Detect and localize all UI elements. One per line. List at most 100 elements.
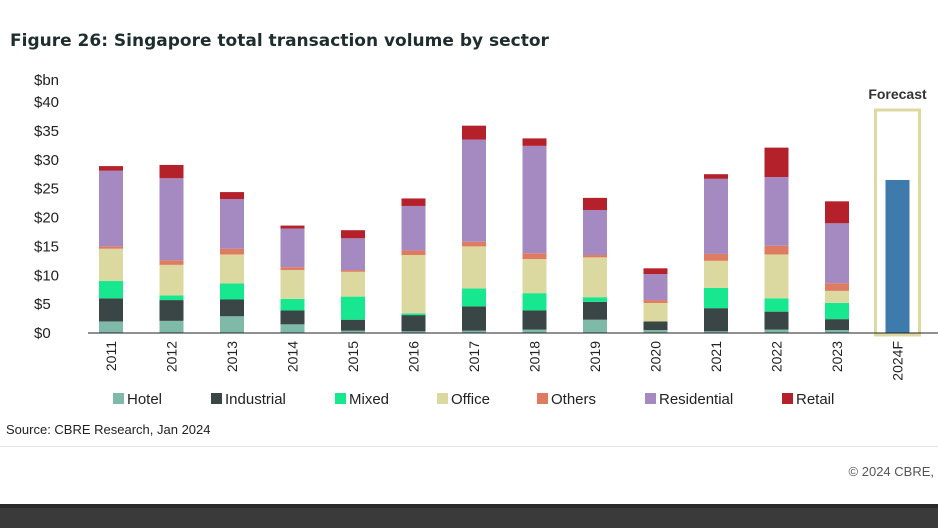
bar-retail-2023 <box>825 201 849 224</box>
y-axis: $0 $5 $10 $15 $20 $25 $30 $35 $40 <box>34 94 59 342</box>
y-tick-label: $35 <box>34 123 59 140</box>
footer-divider <box>0 446 938 447</box>
bar-industrial-2020 <box>643 321 668 331</box>
legend-label-office: Office <box>451 391 490 408</box>
y-tick-label: $30 <box>34 152 59 169</box>
y-tick-label: $40 <box>34 94 59 111</box>
bar-residential-2013 <box>220 199 244 249</box>
bar-retail-2013 <box>220 192 244 200</box>
bar-others-2013 <box>220 248 244 255</box>
legend-label-residential: Residential <box>659 391 733 408</box>
bar-office-2017 <box>462 246 486 289</box>
bar-office-2019 <box>583 257 607 298</box>
y-tick-label: $10 <box>34 267 59 284</box>
bar-hotel-2012 <box>159 320 184 333</box>
bar-mixed-2016 <box>401 313 426 316</box>
bar-mixed-2019 <box>583 297 607 302</box>
bar-industrial-2022 <box>764 311 789 330</box>
y-tick-label: $20 <box>34 210 59 227</box>
bar-hotel-2022 <box>764 329 789 333</box>
bar-retail-2012 <box>159 164 184 179</box>
bar-mixed-2013 <box>220 283 244 300</box>
bar-mixed-2014 <box>280 298 305 311</box>
x-tick-label: 2015 <box>345 341 361 372</box>
bar-others-2023 <box>825 283 849 291</box>
bar-industrial-2023 <box>825 319 849 331</box>
bar-mixed-2017 <box>462 288 486 307</box>
bar-residential-2023 <box>825 223 849 284</box>
bar-residential-2022 <box>764 177 789 246</box>
forecast-highlight-box <box>874 108 921 337</box>
y-tick-label: $15 <box>34 238 59 255</box>
legend-swatch-mixed <box>335 393 346 404</box>
bar-others-2022 <box>764 245 789 255</box>
bar-hotel-2011 <box>99 321 123 333</box>
bar-retail-2020 <box>643 268 668 275</box>
bar-retail-2022 <box>764 147 789 178</box>
bar-residential-2014 <box>280 228 305 268</box>
bar-residential-2012 <box>159 178 184 261</box>
source-note: Source: CBRE Research, Jan 2024 <box>6 422 211 437</box>
bar-hotel-2020 <box>643 330 668 333</box>
bar-industrial-2015 <box>341 319 365 331</box>
bar-industrial-2018 <box>522 310 547 330</box>
bar-retail-2018 <box>522 138 547 146</box>
x-tick-label: 2024F <box>890 341 906 381</box>
bar-hotel-2013 <box>220 316 244 333</box>
bar-industrial-2013 <box>220 299 244 317</box>
x-tick-label: 2019 <box>587 341 603 372</box>
bar-mixed-2022 <box>764 298 789 312</box>
bar-hotel-2016 <box>401 331 426 333</box>
legend-swatch-retail <box>782 393 793 404</box>
legend-label-hotel: Hotel <box>127 391 162 408</box>
bar-hotel-2021 <box>704 331 728 333</box>
bar-industrial-2014 <box>280 310 305 325</box>
copyright-text: © 2024 CBRE, <box>848 464 934 479</box>
bar-others-2014 <box>280 267 305 271</box>
bar-others-2011 <box>99 246 123 249</box>
bottom-bar <box>0 504 938 528</box>
bar-industrial-2021 <box>704 308 728 332</box>
bar-office-2016 <box>401 255 426 314</box>
x-tick-label: 2016 <box>406 341 422 372</box>
y-tick-label: $5 <box>34 296 51 313</box>
bar-mixed-2015 <box>341 296 365 320</box>
bar-retail-2017 <box>462 125 486 140</box>
x-tick-label: 2023 <box>829 341 845 372</box>
legend-label-retail: Retail <box>796 391 834 408</box>
bar-residential-2017 <box>462 139 486 242</box>
x-tick-label: 2022 <box>769 341 785 372</box>
bar-others-2020 <box>643 300 668 303</box>
bar-industrial-2016 <box>401 315 426 332</box>
bar-industrial-2019 <box>583 301 607 320</box>
bar-residential-2016 <box>401 205 426 251</box>
chart-title: Figure 26: Singapore total transaction v… <box>10 31 549 51</box>
bar-industrial-2012 <box>159 300 184 321</box>
x-tick-label: 2014 <box>285 341 301 372</box>
x-tick-label: 2018 <box>527 341 543 372</box>
legend-swatch-residential <box>645 393 656 404</box>
bar-office-2013 <box>220 254 244 284</box>
bar-residential-2015 <box>341 238 365 271</box>
legend-swatch-office <box>437 393 448 404</box>
bar-others-2019 <box>583 255 607 258</box>
bar-office-2014 <box>280 270 305 299</box>
bar-others-2017 <box>462 241 486 247</box>
bar-retail-2019 <box>583 197 607 210</box>
bar-others-2015 <box>341 270 365 272</box>
bar-office-2015 <box>341 271 365 297</box>
bar-others-2012 <box>159 260 184 265</box>
legend: Hotel Industrial Mixed Office Others Resident… <box>113 391 834 408</box>
y-tick-label: $25 <box>34 181 59 198</box>
bar-mixed-2018 <box>522 293 547 311</box>
bar-hotel-2017 <box>462 330 486 333</box>
bar-residential-2021 <box>704 178 728 254</box>
bars <box>99 125 849 333</box>
legend-swatch-industrial <box>211 393 222 404</box>
bar-retail-2021 <box>704 174 728 179</box>
bar-office-2018 <box>522 259 547 294</box>
bar-office-2011 <box>99 248 123 282</box>
legend-swatch-others <box>537 393 548 404</box>
stacked-bar-chart: $bn $0 $5 $10 $15 $20 $25 $30 $35 $40 Forecast 2… <box>34 72 938 408</box>
x-tick-label: 2013 <box>224 341 240 372</box>
